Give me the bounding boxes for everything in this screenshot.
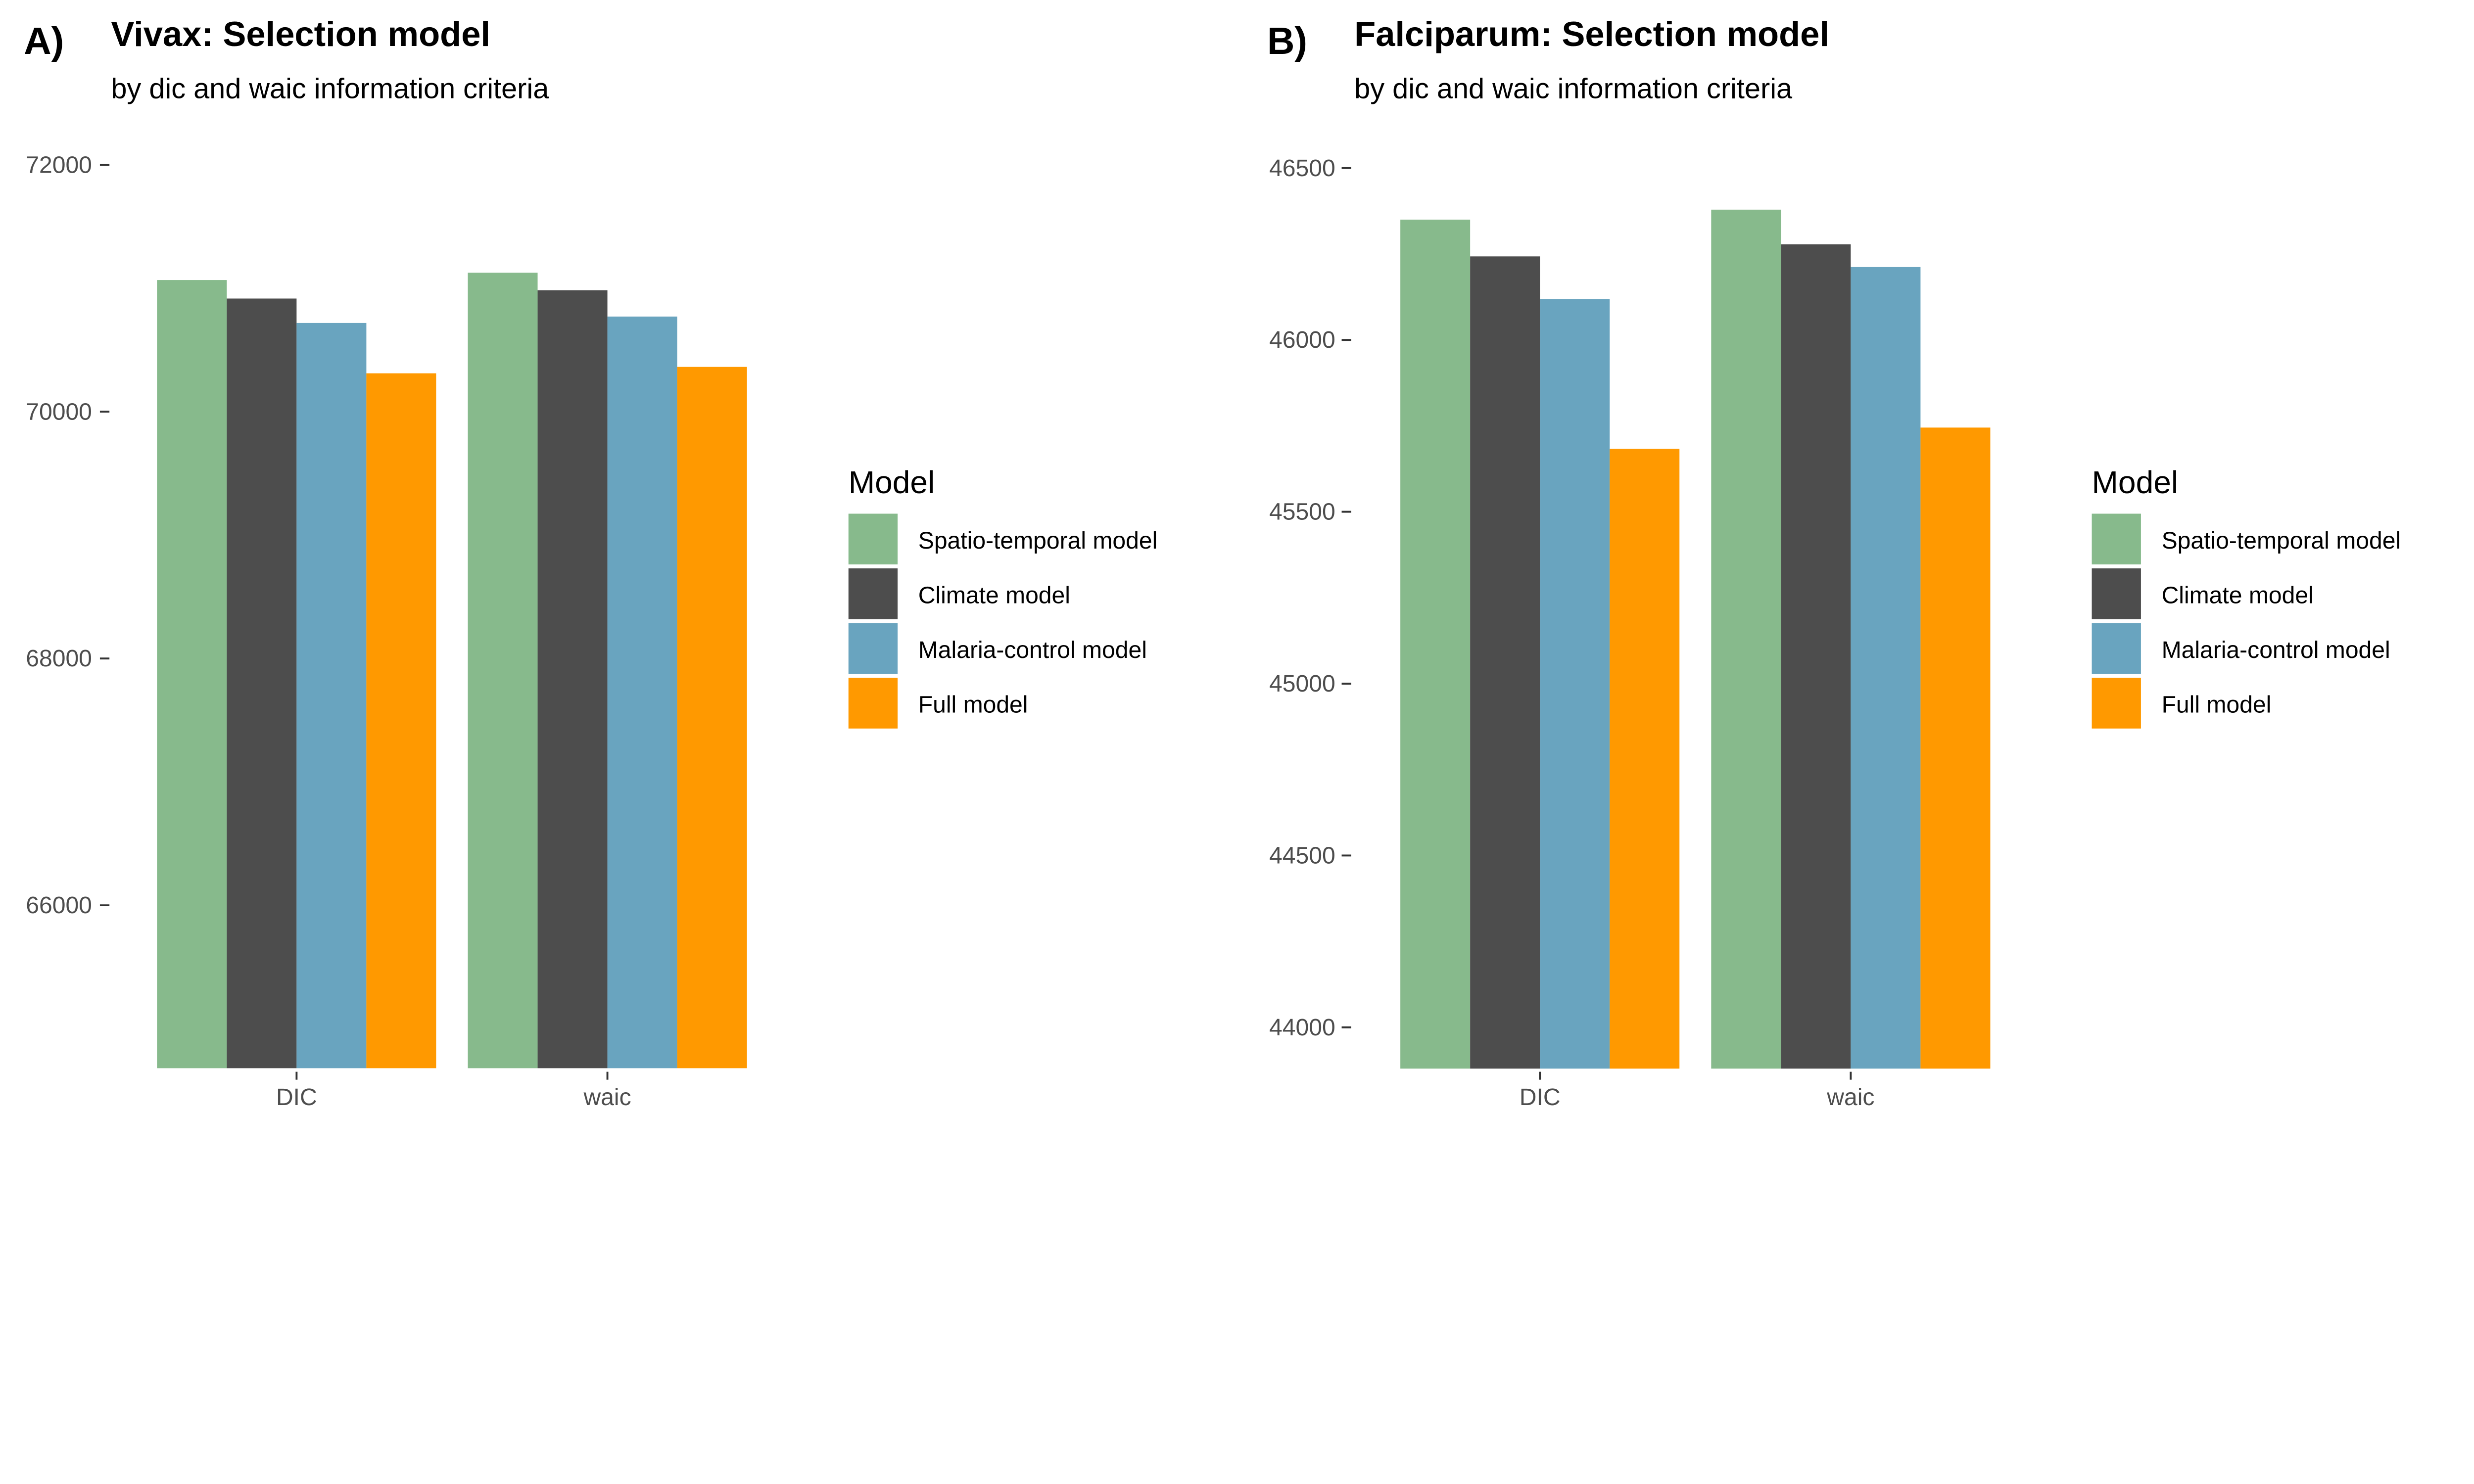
x-tick-label: waic <box>583 1084 631 1111</box>
legend-item: Full model <box>848 678 1028 729</box>
legend-label: Climate model <box>918 582 1070 609</box>
legend-key <box>848 678 898 729</box>
x-tick-label: DIC <box>276 1084 317 1111</box>
legend-label: Spatio-temporal model <box>918 527 1158 554</box>
panel-tag: A) <box>24 20 64 62</box>
legend-item: Malaria-control model <box>2092 623 2390 674</box>
bar-waic-malaria-control-model <box>1851 267 1921 1069</box>
bar-waic-malaria-control-model <box>607 316 677 1068</box>
bar-waic-climate-model <box>537 290 608 1068</box>
legend-key <box>848 568 898 619</box>
bar-dic-spatio-temporal-model <box>1400 219 1471 1069</box>
legend-key <box>2092 513 2141 565</box>
figure: A) Vivax: Selection model by dic and waic … <box>24 14 2401 1111</box>
legend-key <box>2092 623 2141 674</box>
bar-waic-full-model <box>677 367 747 1068</box>
legend-item: Malaria-control model <box>848 623 1147 674</box>
y-tick-label: 72000 <box>26 151 92 178</box>
y-tick-label: 45500 <box>1269 499 1335 525</box>
legend-item: Spatio-temporal model <box>2092 513 2401 565</box>
bar-waic-spatio-temporal-model <box>1711 209 1781 1069</box>
y-tick-label: 46500 <box>1269 155 1335 182</box>
y-tick-label: 68000 <box>26 645 92 672</box>
bar-dic-malaria-control-model <box>296 323 367 1068</box>
bar-dic-climate-model <box>1470 256 1540 1069</box>
chart-title: Vivax: Selection model <box>111 14 490 53</box>
x-tick-label: DIC <box>1520 1084 1561 1111</box>
bar-dic-full-model <box>1610 449 1680 1069</box>
legend-label: Full model <box>918 692 1028 718</box>
bar-dic-full-model <box>366 373 436 1068</box>
y-tick-label: 46000 <box>1269 326 1335 353</box>
legend-key <box>848 513 898 565</box>
bar-dic-climate-model <box>227 298 297 1068</box>
chart-subtitle: by dic and waic information criteria <box>1354 73 1793 105</box>
legend-key <box>2092 568 2141 619</box>
panel-a: A) Vivax: Selection model by dic and waic … <box>24 14 1157 1111</box>
bar-waic-spatio-temporal-model <box>468 273 538 1068</box>
legend-item: Climate model <box>2092 568 2314 619</box>
chart-title: Falciparum: Selection model <box>1354 14 1829 53</box>
bar-dic-malaria-control-model <box>1540 299 1610 1069</box>
legend-item: Climate model <box>848 568 1070 619</box>
legend-title: Model <box>849 464 935 500</box>
bar-waic-climate-model <box>1781 244 1851 1069</box>
y-tick-label: 45000 <box>1269 670 1335 697</box>
legend-label: Spatio-temporal model <box>2162 527 2401 554</box>
chart-subtitle: by dic and waic information criteria <box>111 73 549 105</box>
legend-label: Malaria-control model <box>918 637 1147 663</box>
legend-key <box>2092 678 2141 729</box>
y-tick-label: 44000 <box>1269 1014 1335 1041</box>
y-tick-label: 44500 <box>1269 842 1335 869</box>
y-tick-label: 70000 <box>26 398 92 425</box>
panel-tag: B) <box>1267 20 1307 62</box>
legend-label: Full model <box>2162 692 2272 718</box>
legend-title: Model <box>2092 464 2179 500</box>
legend-label: Climate model <box>2162 582 2314 609</box>
legend-item: Full model <box>2092 678 2272 729</box>
bar-waic-full-model <box>1920 427 1991 1069</box>
legend-key <box>848 623 898 674</box>
bar-dic-spatio-temporal-model <box>157 280 227 1068</box>
x-tick-label: waic <box>1826 1084 1874 1111</box>
panel-b: B) Falciparum: Selection model by dic and … <box>1267 14 2401 1111</box>
y-tick-label: 66000 <box>26 892 92 919</box>
legend-label: Malaria-control model <box>2162 637 2390 663</box>
legend-item: Spatio-temporal model <box>848 513 1158 565</box>
